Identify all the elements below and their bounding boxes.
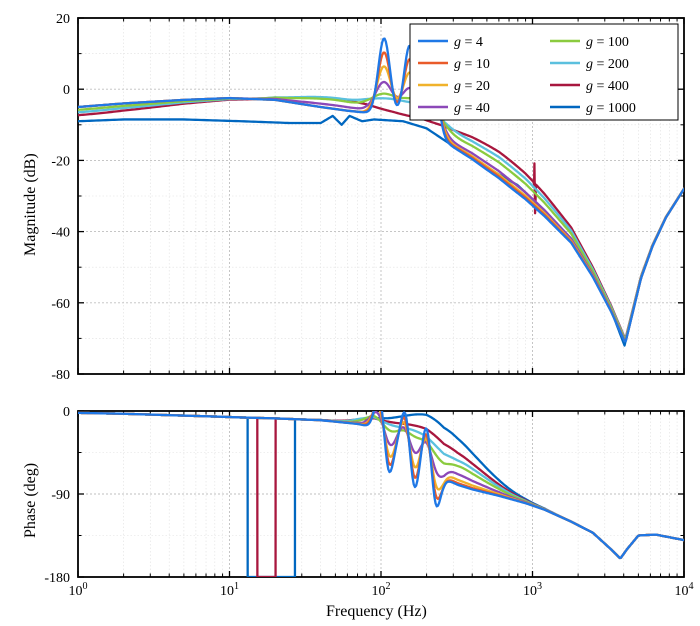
svg-text:-80: -80	[51, 368, 70, 383]
svg-text:103: 103	[523, 581, 542, 599]
legend-box	[410, 24, 678, 120]
xlabel-frequency: Frequency (Hz)	[326, 603, 427, 621]
svg-text:100: 100	[68, 581, 87, 599]
legend-label-g=4: g = 4	[454, 35, 483, 50]
legend-label-g=200: g = 200	[586, 57, 629, 72]
series-g=400-mag	[78, 98, 684, 338]
svg-text:0: 0	[63, 83, 70, 98]
svg-text:101: 101	[220, 581, 239, 599]
svg-text:-180: -180	[44, 571, 70, 586]
svg-text:-20: -20	[51, 154, 70, 169]
svg-text:-90: -90	[51, 488, 70, 503]
svg-text:104: 104	[674, 581, 693, 599]
legend-label-g=20: g = 20	[454, 79, 490, 94]
legend-label-g=1000: g = 1000	[586, 101, 636, 116]
svg-text:-60: -60	[51, 297, 70, 312]
svg-text:20: 20	[56, 12, 70, 27]
legend-label-g=400: g = 400	[586, 79, 629, 94]
svg-text:-40: -40	[51, 226, 70, 241]
ylabel-phase: Phase (deg)	[22, 463, 40, 538]
ylabel-magnitude: Magnitude (dB)	[22, 153, 40, 256]
legend-label-g=100: g = 100	[586, 35, 629, 50]
svg-text:0: 0	[63, 405, 70, 420]
legend-label-g=10: g = 10	[454, 57, 490, 72]
legend-label-g=40: g = 40	[454, 101, 490, 116]
svg-text:102: 102	[371, 581, 390, 599]
